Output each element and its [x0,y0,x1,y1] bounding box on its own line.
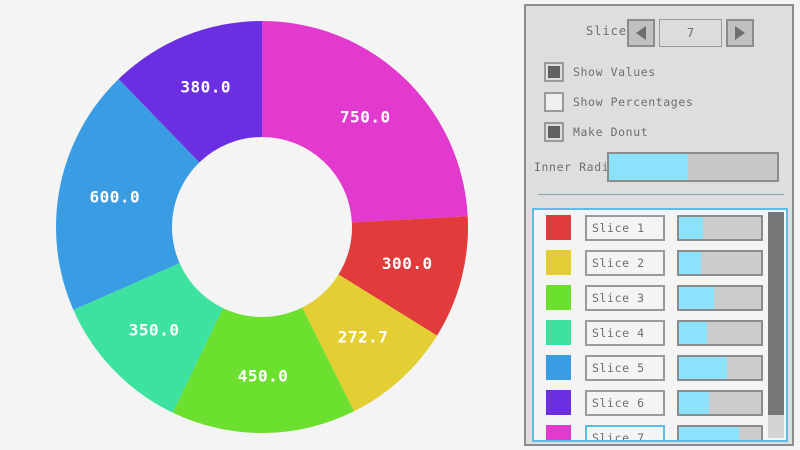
checkbox-show-percentages[interactable]: Show Percentages [544,91,693,113]
slice-color-swatch[interactable] [546,390,571,415]
slice-value-slider[interactable] [677,319,763,346]
slice-color-swatch[interactable] [546,215,571,240]
inner-radius-slider-fill [609,154,688,180]
slice-name-input[interactable]: Slice 1 [585,214,665,241]
slices-decrement-button[interactable] [627,19,655,47]
slice-list-scrollbar[interactable] [768,212,784,438]
slice-color-swatch[interactable] [546,320,571,345]
slice-value-slider[interactable] [677,214,763,241]
slices-spinner-label: Slices [586,24,636,38]
slice-value-slider-fill [679,356,727,379]
pie-slice-value-label: 750.0 [340,108,391,127]
slice-row[interactable]: Slice 1 [534,210,770,245]
pie-slice[interactable] [338,216,468,336]
pie-slice-value-label: 600.0 [89,188,140,207]
inner-radius-label: Inner Radius [534,160,625,174]
checkbox-show-values[interactable]: Show Values [544,61,656,83]
pie-slice[interactable] [118,21,262,163]
slice-name-input[interactable]: Slice 2 [585,249,665,276]
slices-spinner: Slices 7 [526,15,792,51]
pie-slice[interactable] [73,263,223,413]
pie-slice[interactable] [302,274,438,412]
inner-radius-slider[interactable] [607,152,779,182]
slices-increment-button[interactable] [726,19,754,47]
slice-row[interactable]: Slice 3 [534,280,770,315]
pie-slice-value-label: 450.0 [238,366,289,385]
slice-list-panel[interactable]: Slice 1 Slice 2 Slice 3 Slice 4 Slice 5 Slice… [532,208,788,442]
slice-name-input[interactable]: Slice 4 [585,319,665,346]
slice-color-swatch[interactable] [546,285,571,310]
slice-name-input[interactable]: Slice 6 [585,389,665,416]
inner-radius-control: Inner Radius [526,152,792,182]
slice-value-slider-fill [679,391,710,414]
checkbox-show-percentages-label: Show Percentages [573,95,694,109]
slice-row[interactable]: Slice 6 [534,385,770,420]
pie-slice-value-label: 350.0 [129,321,180,340]
slice-value-slider[interactable] [677,249,763,276]
slice-value-slider[interactable] [677,424,763,440]
slice-value-slider-fill [679,426,739,440]
slice-value-slider-fill [679,216,703,239]
slice-value-slider-fill [679,321,707,344]
pie-slice-value-label: 380.0 [180,77,231,96]
slice-color-swatch[interactable] [546,425,571,440]
pie-slice[interactable] [172,307,355,433]
triangle-right-icon [735,26,745,40]
pie-slice-value-label: 272.7 [338,327,389,346]
checkbox-make-donut-label: Make Donut [573,125,649,139]
slice-row[interactable]: Slice 5 [534,350,770,385]
checkbox-show-values-box[interactable] [544,62,564,82]
slice-list-scrollbar-thumb[interactable] [768,212,784,416]
slice-value-slider-fill [679,286,715,309]
slice-name-input[interactable]: Slice 7 [585,424,665,440]
slice-value-slider[interactable] [677,284,763,311]
checkbox-make-donut-box[interactable] [544,122,564,142]
checkbox-make-donut[interactable]: Make Donut [544,121,648,143]
slice-list-rows: Slice 1 Slice 2 Slice 3 Slice 4 Slice 5 Slice… [534,210,770,440]
slice-row[interactable]: Slice 2 [534,245,770,280]
slice-value-slider-fill [679,251,702,274]
chart-area: 750.0 300.0 272.7 450.0 350.0 600.0 380.0 [0,0,520,450]
triangle-left-icon [636,26,646,40]
slice-name-input[interactable]: Slice 5 [585,354,665,381]
slice-color-swatch[interactable] [546,250,571,275]
slices-count-value[interactable]: 7 [659,19,722,47]
slice-color-swatch[interactable] [546,355,571,380]
donut-pie-chart[interactable]: 750.0 300.0 272.7 450.0 350.0 600.0 380.0 [0,0,520,450]
checkbox-show-values-label: Show Values [573,65,656,79]
pie-slice-value-label: 300.0 [382,254,433,273]
checkbox-show-percentages-box[interactable] [544,92,564,112]
pie-slice[interactable] [55,79,200,310]
control-panel: Slices 7 Show Values Show Percentages Ma… [524,4,794,446]
section-divider [538,194,784,195]
slice-value-slider[interactable] [677,389,763,416]
slice-row[interactable]: Slice 4 [534,315,770,350]
slice-name-input[interactable]: Slice 3 [585,284,665,311]
pie-slice[interactable] [262,21,468,223]
slice-row[interactable]: Slice 7 [534,420,770,440]
slice-value-slider[interactable] [677,354,763,381]
